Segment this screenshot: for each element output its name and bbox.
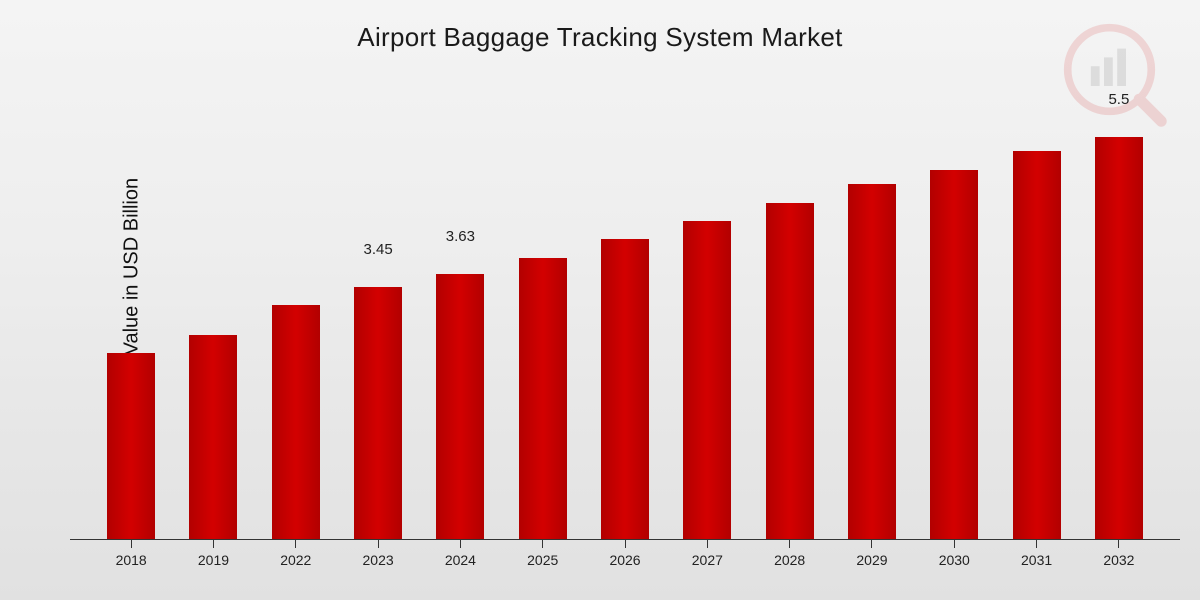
- x-tick-label: 2019: [198, 552, 229, 568]
- x-tick: [295, 540, 296, 548]
- x-tick-group: 2032: [1078, 540, 1160, 574]
- bar: [683, 221, 731, 540]
- x-tick-group: 2022: [255, 540, 337, 574]
- x-tick-group: 2024: [419, 540, 501, 574]
- x-tick-group: 2025: [502, 540, 584, 574]
- x-tick-group: 2030: [913, 540, 995, 574]
- x-tick-label: 2025: [527, 552, 558, 568]
- x-tick-label: 2029: [856, 552, 887, 568]
- x-axis: 2018 2019 2022 2023 2024 2025 2026 2027 2028 2029…: [90, 540, 1160, 574]
- x-tick-label: 2031: [1021, 552, 1052, 568]
- chart-container: Airport Baggage Tracking System Market M…: [0, 0, 1200, 600]
- bar-value-label: 3.45: [363, 241, 392, 264]
- x-tick-label: 2028: [774, 552, 805, 568]
- bar-slot: [90, 100, 172, 540]
- bar-slot: [172, 100, 254, 540]
- x-tick-group: 2027: [666, 540, 748, 574]
- bar: [848, 184, 896, 540]
- bar-slot: 3.45: [337, 100, 419, 540]
- x-tick-label: 2022: [280, 552, 311, 568]
- x-tick: [954, 540, 955, 548]
- x-tick: [378, 540, 379, 548]
- bar: [1095, 137, 1143, 540]
- bar: [1013, 151, 1061, 540]
- bar-slot: [666, 100, 748, 540]
- bar: [930, 170, 978, 540]
- plot-area: 3.45 3.63 5.5: [70, 100, 1180, 540]
- bar-slot: 3.63: [419, 100, 501, 540]
- x-tick: [542, 540, 543, 548]
- bar: [601, 239, 649, 540]
- x-tick: [131, 540, 132, 548]
- bar-slot: [255, 100, 337, 540]
- bar-slot: [502, 100, 584, 540]
- x-tick-group: 2023: [337, 540, 419, 574]
- bar-value-label: 3.63: [446, 228, 475, 251]
- x-tick: [213, 540, 214, 548]
- x-tick: [871, 540, 872, 548]
- bar: [519, 258, 567, 540]
- x-tick: [707, 540, 708, 548]
- x-tick-label: 2026: [609, 552, 640, 568]
- bar: [272, 305, 320, 540]
- bar-slot: [584, 100, 666, 540]
- bar-slot: [749, 100, 831, 540]
- bar: [354, 287, 402, 540]
- x-tick-label: 2032: [1103, 552, 1134, 568]
- x-tick-label: 2030: [939, 552, 970, 568]
- x-tick: [1118, 540, 1119, 548]
- bar-slot: 5.5: [1078, 100, 1160, 540]
- x-tick: [625, 540, 626, 548]
- bar-slot: [913, 100, 995, 540]
- bar-slot: [995, 100, 1077, 540]
- bar: [766, 203, 814, 540]
- x-tick-label: 2023: [363, 552, 394, 568]
- bars-group: 3.45 3.63 5.5: [90, 100, 1160, 540]
- bar-slot: [831, 100, 913, 540]
- x-tick: [460, 540, 461, 548]
- x-tick-group: 2026: [584, 540, 666, 574]
- x-tick-group: 2018: [90, 540, 172, 574]
- bar-value-label: 5.5: [1108, 91, 1129, 114]
- x-tick-group: 2019: [172, 540, 254, 574]
- x-tick-group: 2028: [749, 540, 831, 574]
- bar: [107, 353, 155, 540]
- bar: [436, 274, 484, 540]
- x-tick-group: 2029: [831, 540, 913, 574]
- x-tick: [789, 540, 790, 548]
- x-tick-label: 2018: [116, 552, 147, 568]
- x-tick-group: 2031: [995, 540, 1077, 574]
- chart-title: Airport Baggage Tracking System Market: [0, 22, 1200, 53]
- bar: [189, 335, 237, 540]
- x-tick-label: 2027: [692, 552, 723, 568]
- x-tick-label: 2024: [445, 552, 476, 568]
- x-tick: [1036, 540, 1037, 548]
